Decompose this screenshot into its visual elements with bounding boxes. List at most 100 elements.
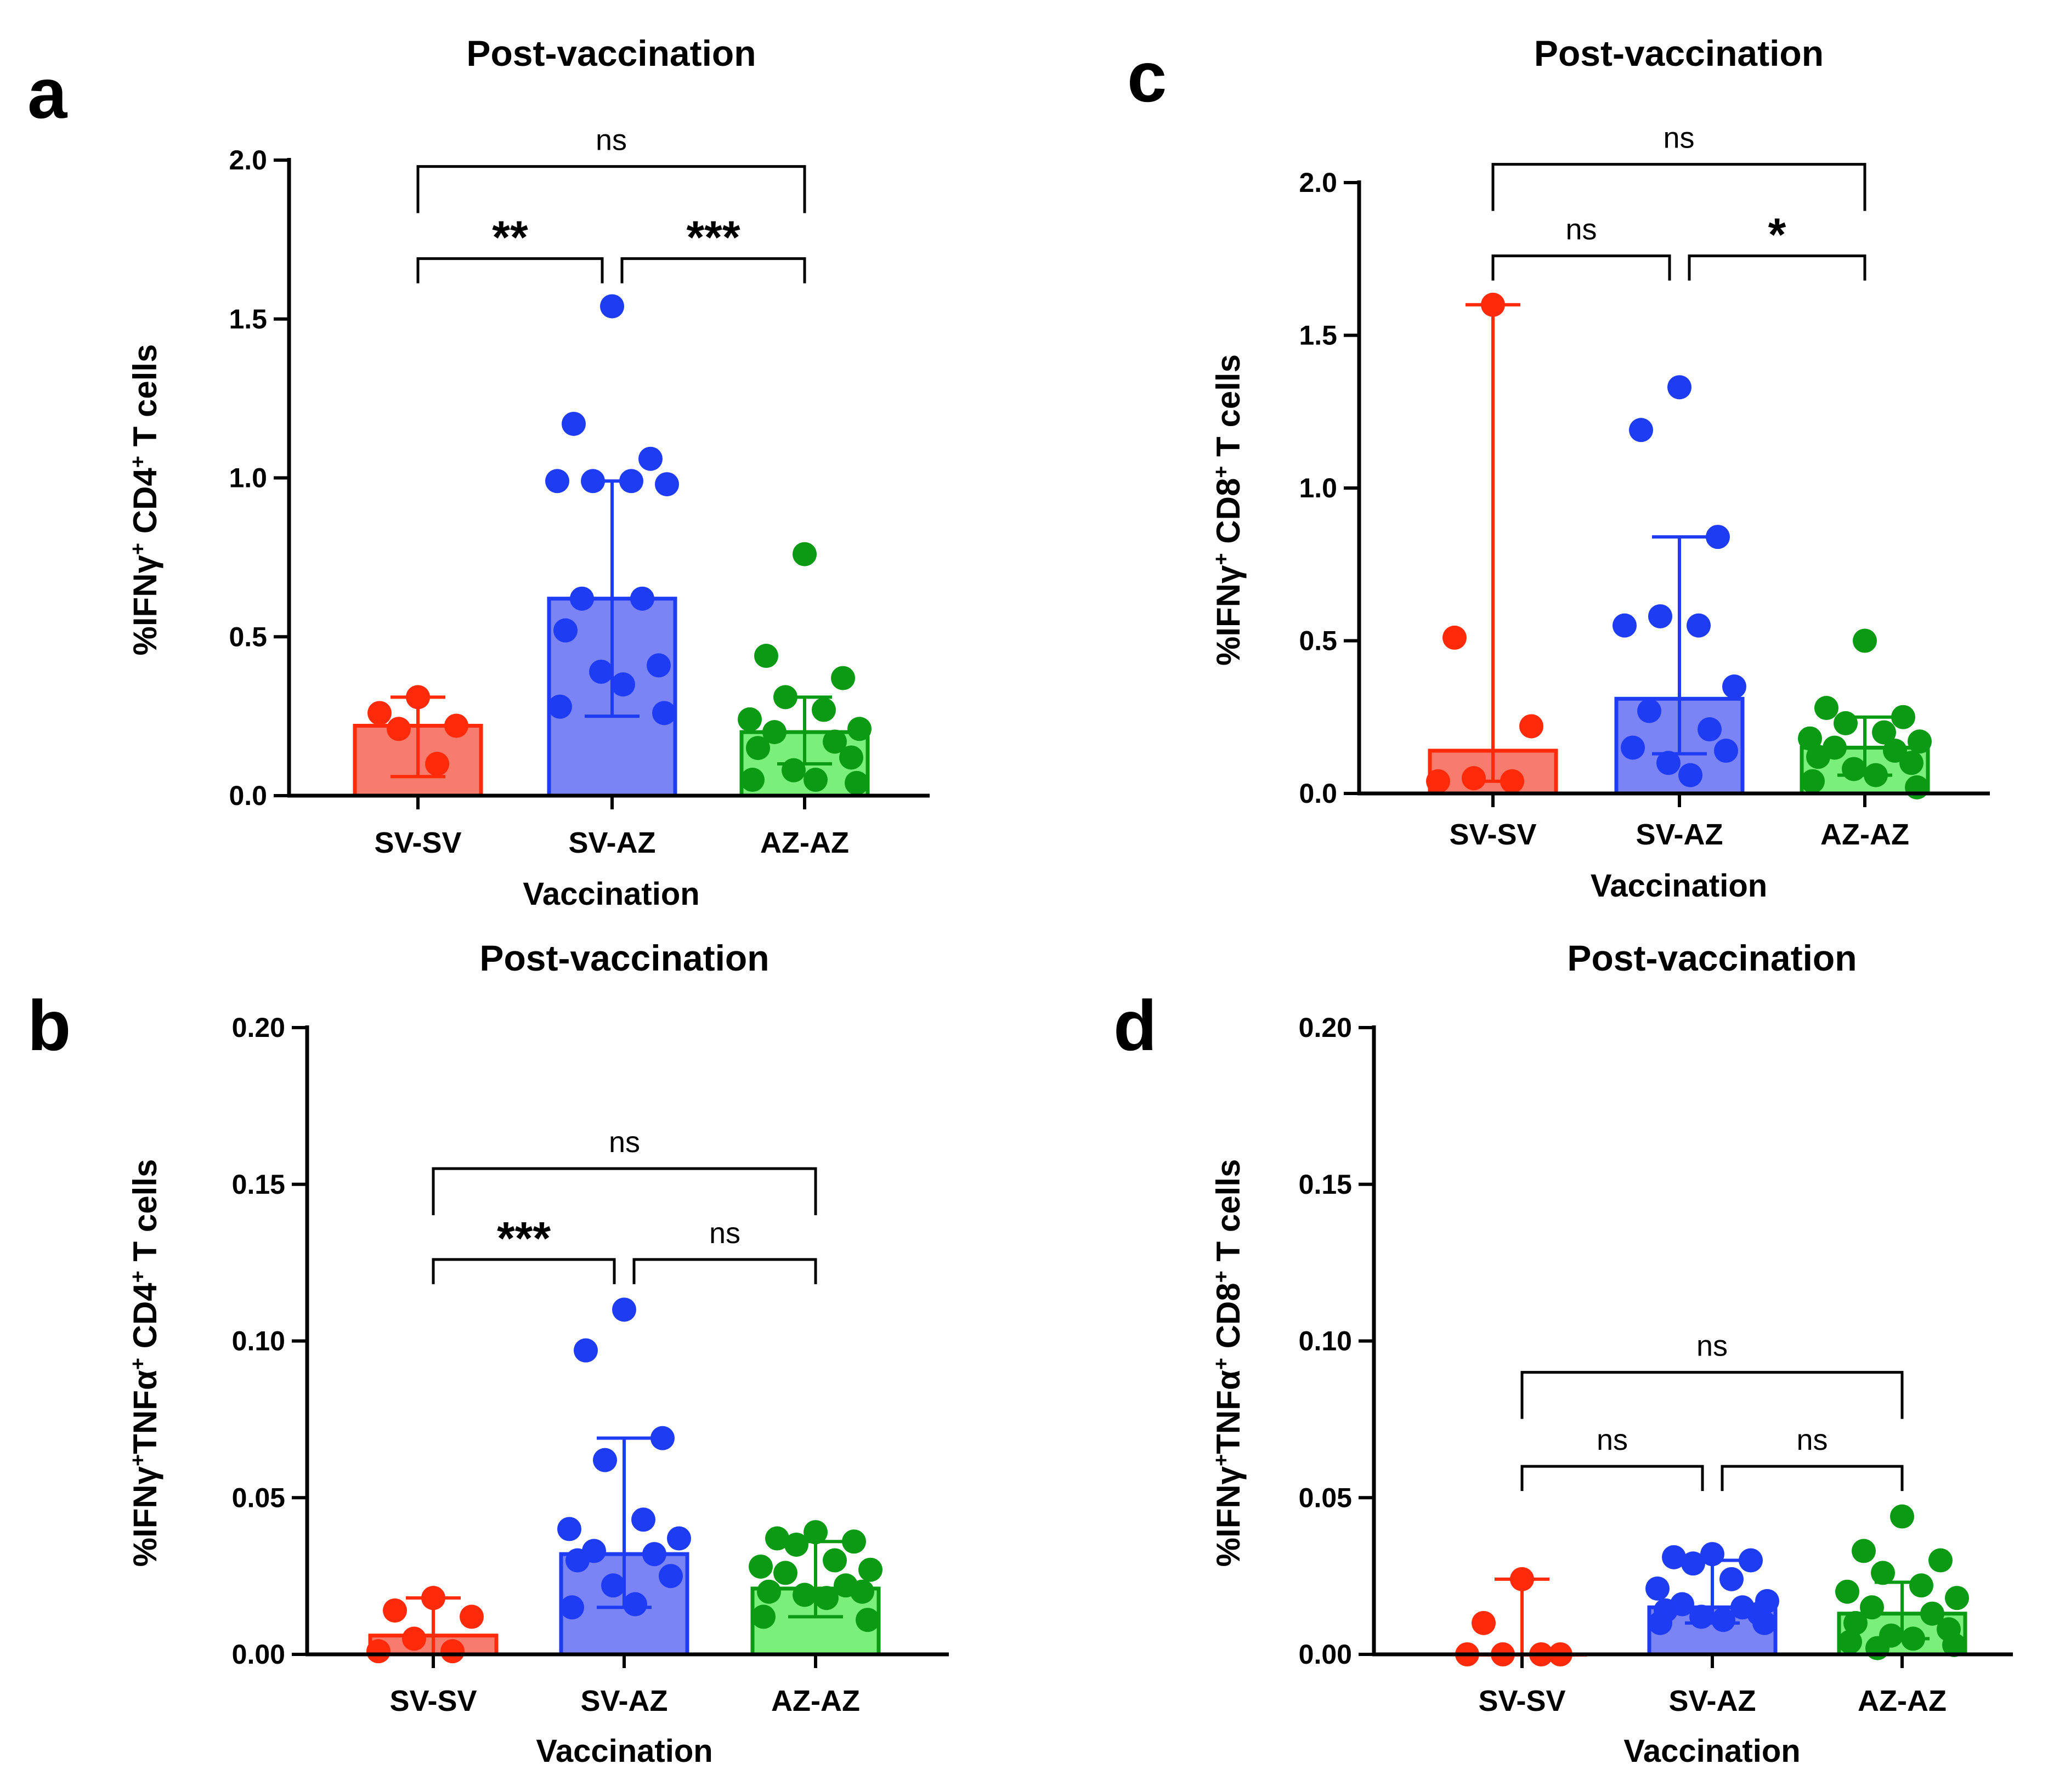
- data-point: [366, 1639, 391, 1664]
- data-point: [814, 1586, 839, 1610]
- data-point: [553, 618, 578, 643]
- y-axis-label: %IFNγ+TNFα+ CD4+ T cells: [127, 1159, 163, 1567]
- data-point: [1687, 613, 1711, 638]
- panel-b: b Post-vaccination SV-SV SV-AZ AZ-AZ 0.00 0.05…: [27, 938, 949, 1769]
- data-point: [383, 1598, 407, 1623]
- data-point: [1798, 726, 1822, 751]
- y-axis-label: %IFNγ+ CD8+ T cells: [1210, 354, 1247, 666]
- label-part: TNFα: [1210, 1370, 1247, 1454]
- data-point: [1681, 1551, 1705, 1576]
- data-point: [1719, 1567, 1744, 1591]
- y-axis-label: %IFNγ+TNFα+ CD8+ T cells: [1210, 1159, 1247, 1567]
- y-tick-label: 1.0: [229, 463, 267, 494]
- label-part: %IFNγ: [1210, 565, 1247, 666]
- panel-a: a Post-vaccination SV-SV SV-AZ AZ-AZ 0.0 0.5 1.…: [27, 33, 930, 912]
- data-point: [831, 666, 855, 690]
- data-point: [1835, 1579, 1859, 1604]
- label-part: %IFNγ: [127, 1466, 163, 1567]
- data-point: [1481, 292, 1505, 317]
- x-tick-label: AZ-AZ: [771, 1685, 860, 1717]
- data-point: [784, 1532, 808, 1557]
- x-tick-label: SV-AZ: [1636, 818, 1723, 851]
- data-point: [1871, 1561, 1895, 1585]
- data-point: [1909, 1573, 1933, 1598]
- significance-label: *: [1768, 209, 1786, 260]
- data-point: [1834, 711, 1858, 735]
- data-point: [1656, 751, 1681, 775]
- data-point: [1890, 1504, 1914, 1529]
- data-point: [1442, 625, 1467, 650]
- y-tick-label: 0.0: [229, 780, 267, 811]
- x-tick-label: AZ-AZ: [1820, 818, 1909, 851]
- significance-bracket: [1721, 1465, 1904, 1492]
- data-point: [1426, 769, 1450, 793]
- data-point: [444, 713, 468, 738]
- data-point: [402, 1626, 426, 1651]
- data-point: [611, 672, 635, 697]
- data-point: [562, 411, 586, 436]
- label-part: T cells: [1210, 354, 1247, 466]
- data-point: [593, 1448, 617, 1472]
- data-point: [1613, 613, 1637, 638]
- chart-title: Post-vaccination: [479, 938, 769, 978]
- data-point: [858, 1557, 882, 1582]
- y-tick-label: 0.05: [1299, 1482, 1352, 1513]
- data-point: [623, 1592, 647, 1617]
- data-point: [746, 736, 770, 761]
- significance-label: ns: [1565, 213, 1597, 246]
- y-axis-label: %IFNγ+ CD4+ T cells: [127, 344, 163, 656]
- significance-bracket: [1520, 1371, 1904, 1419]
- data-point: [1689, 1604, 1713, 1629]
- x-tick-label: SV-AZ: [1668, 1685, 1756, 1717]
- data-point: [793, 1583, 817, 1607]
- data-point: [421, 1586, 445, 1610]
- x-tick-label: SV-SV: [374, 826, 461, 859]
- data-point: [387, 717, 411, 741]
- data-point: [812, 697, 836, 722]
- panel-letter: d: [1113, 985, 1157, 1065]
- data-point: [1905, 775, 1929, 799]
- label-part: T cells: [127, 1159, 163, 1271]
- data-point: [749, 1554, 773, 1579]
- y-tick-label: 0.0: [1299, 778, 1337, 809]
- y-tick-label: 0.15: [232, 1169, 285, 1200]
- data-point: [545, 469, 569, 494]
- data-point: [1838, 1630, 1862, 1654]
- significance-label: ns: [596, 124, 627, 157]
- label-part: %IFNγ: [1210, 1466, 1247, 1567]
- data-point: [1853, 628, 1877, 653]
- y-tick-label: 0.10: [232, 1326, 285, 1357]
- data-point: [839, 745, 863, 770]
- data-point: [612, 1297, 636, 1322]
- data-point: [560, 1595, 584, 1620]
- data-point: [845, 770, 869, 795]
- label-part: CD4: [127, 1283, 163, 1358]
- significance-label: ns: [1597, 1424, 1628, 1456]
- x-axis-label: Vaccination: [1623, 1733, 1800, 1769]
- data-point: [581, 469, 605, 494]
- x-tick-label: AZ-AZ: [1858, 1685, 1947, 1717]
- data-point: [773, 1561, 797, 1585]
- x-tick-label: SV-SV: [1449, 818, 1536, 851]
- data-point: [842, 1529, 866, 1554]
- y-tick-label: 0.15: [1299, 1169, 1352, 1200]
- x-tick-label: AZ-AZ: [760, 826, 849, 859]
- x-tick-label: SV-AZ: [580, 1685, 667, 1717]
- data-point: [738, 707, 762, 731]
- data-point: [804, 768, 828, 792]
- data-point: [823, 1548, 847, 1573]
- data-point: [1920, 1601, 1944, 1626]
- x-tick-label: SV-AZ: [568, 826, 655, 859]
- data-point: [1901, 1626, 1925, 1651]
- superscript: +: [127, 1454, 150, 1466]
- data-point: [574, 1338, 598, 1363]
- x-axis-label: Vaccination: [536, 1733, 712, 1769]
- data-point: [847, 717, 872, 741]
- data-point: [1928, 1548, 1953, 1573]
- data-point: [1843, 1610, 1868, 1635]
- y-tick-label: 0.00: [1299, 1639, 1352, 1670]
- data-point: [1883, 739, 1907, 763]
- label-part: CD8: [1210, 478, 1247, 553]
- y-tick-label: 1.5: [229, 304, 267, 334]
- significance-label: **: [492, 212, 528, 263]
